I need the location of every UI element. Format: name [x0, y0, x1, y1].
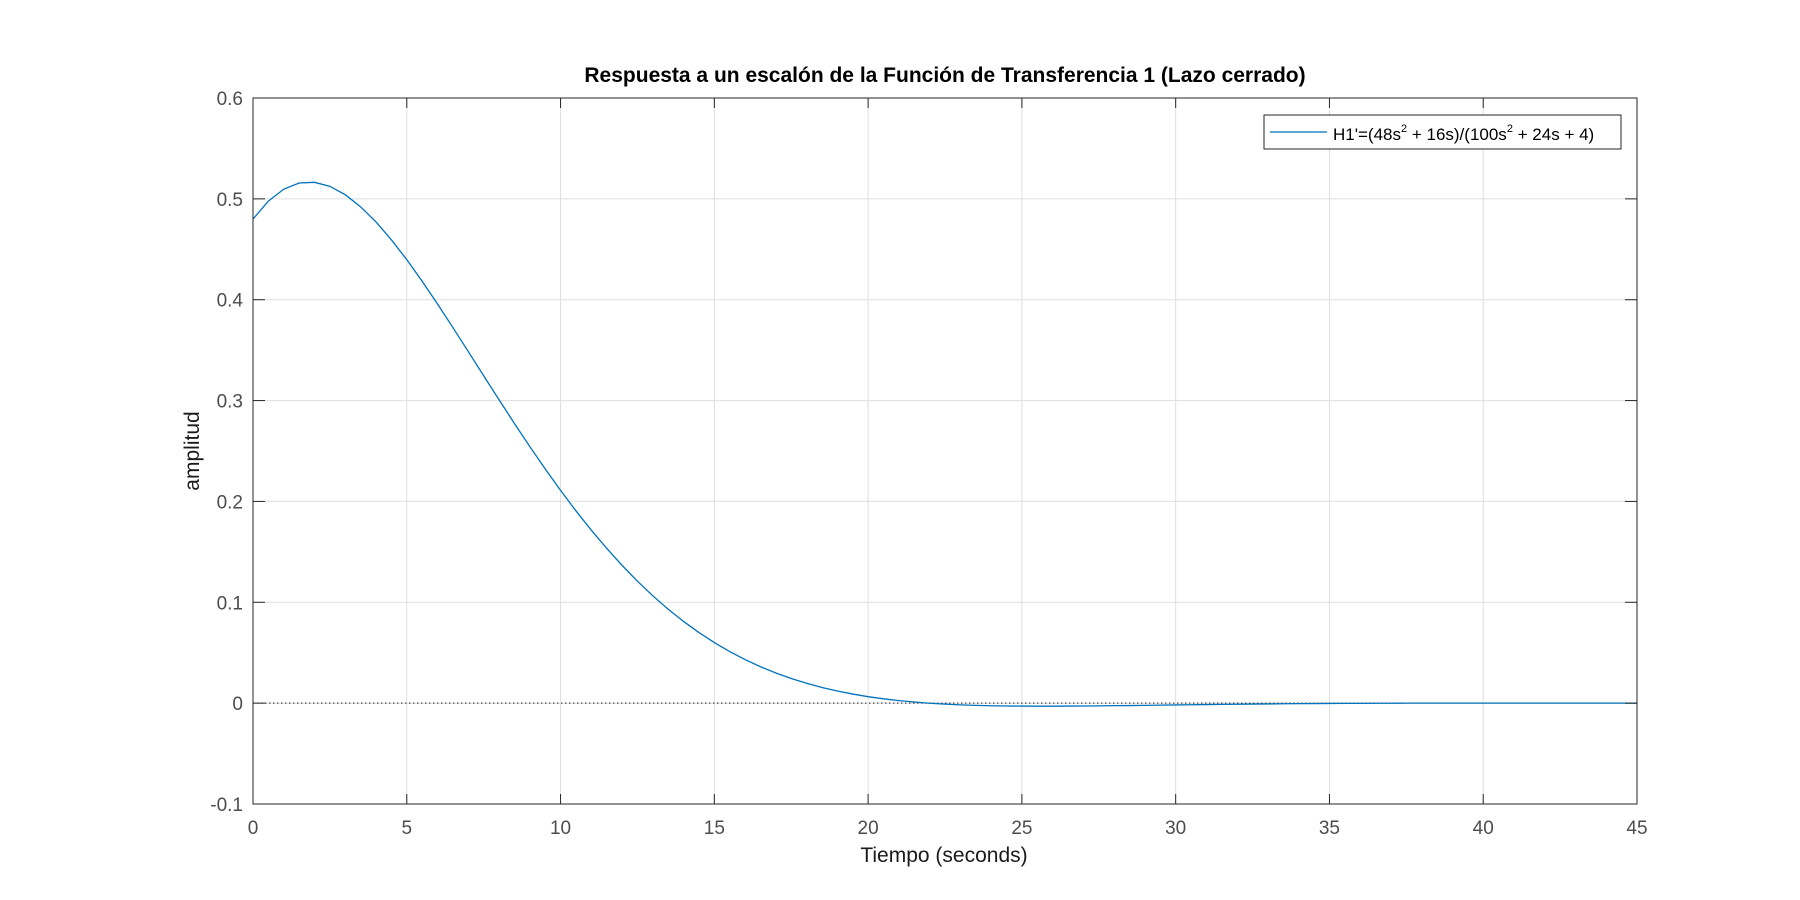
y-axis-label: amplitud	[181, 411, 204, 490]
y-tick-label: -0.1	[210, 795, 243, 816]
chart-title: Respuesta a un escalón de la Función de …	[584, 64, 1305, 87]
grid	[253, 98, 1637, 804]
legend-label: H1'=(48s2 + 16s)/(100s2 + 24s + 4)	[1333, 123, 1594, 144]
x-tick-label: 35	[1319, 818, 1340, 839]
legend-prefix: H1'=(48s	[1333, 125, 1401, 144]
y-tick-labels: -0.1 0 0.1 0.2 0.3 0.4 0.5 0.6	[210, 89, 243, 816]
series-line	[252, 181, 1637, 707]
plot-box	[252, 97, 1638, 805]
legend-suffix: + 24s + 4)	[1513, 125, 1594, 144]
x-tick-labels: 0 5 10 15 20 25 30 35 40 45	[248, 818, 1648, 839]
legend-superscript-2: 2	[1507, 123, 1513, 135]
x-tick-label: 5	[401, 818, 412, 839]
y-tick-label: 0.6	[217, 89, 243, 110]
x-axis-label: Tiempo (seconds)	[860, 844, 1027, 867]
x-tick-label: 40	[1473, 818, 1494, 839]
x-tick-label: 45	[1626, 818, 1647, 839]
y-tick-label: 0	[232, 694, 243, 715]
y-tick-label: 0.5	[217, 190, 243, 211]
x-tick-label: 0	[248, 818, 259, 839]
x-tick-label: 15	[704, 818, 725, 839]
x-tick-label: 25	[1011, 818, 1032, 839]
y-tick-label: 0.3	[217, 392, 243, 413]
legend-superscript-1: 2	[1401, 123, 1407, 135]
y-tick-label: 0.1	[217, 593, 243, 614]
x-tick-label: 30	[1165, 818, 1186, 839]
x-tick-label: 10	[550, 818, 571, 839]
legend: H1'=(48s2 + 16s)/(100s2 + 24s + 4)	[1263, 114, 1622, 150]
y-tick-label: 0.2	[217, 492, 243, 513]
y-tick-label: 0.4	[217, 291, 244, 312]
ticks	[252, 97, 1638, 805]
x-tick-label: 20	[858, 818, 879, 839]
plot-area	[253, 98, 1637, 804]
legend-middle: + 16s)/(100s	[1407, 125, 1507, 144]
